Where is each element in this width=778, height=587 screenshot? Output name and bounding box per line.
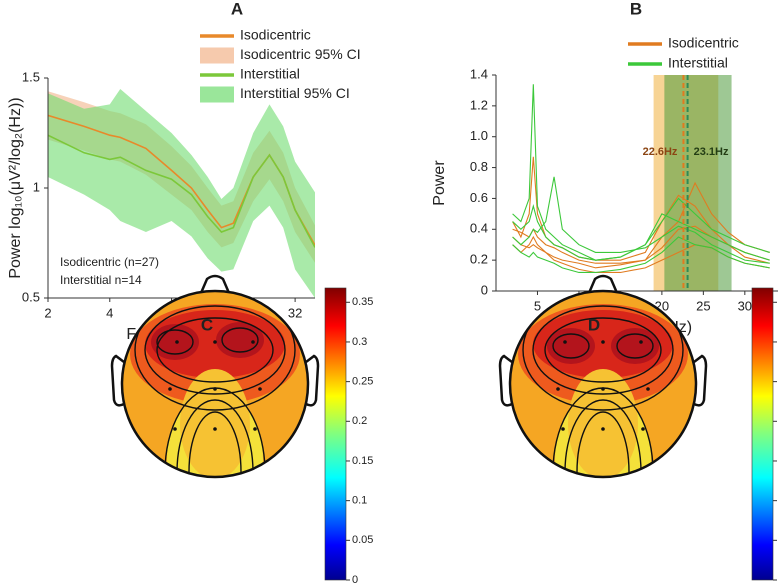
colorbar — [751, 287, 774, 581]
nose — [199, 274, 231, 294]
panel-label: D — [588, 315, 600, 334]
electrode — [213, 340, 217, 344]
legend-label: Isodicentric — [240, 27, 311, 43]
panel-label: B — [630, 0, 642, 18]
scalp — [122, 291, 308, 477]
y-tick-label: 0.5 — [22, 289, 40, 304]
plot-area — [48, 89, 315, 298]
peak-label: 22.6Hz — [643, 146, 678, 158]
electrode — [601, 387, 605, 391]
contour — [221, 327, 259, 353]
electrode — [563, 340, 567, 344]
y-tick-label: 1.2 — [470, 97, 488, 112]
legend-swatch — [200, 47, 234, 64]
electrode — [641, 427, 645, 431]
colorbar-tick-label: 0.15 — [352, 455, 373, 467]
x-tick-label: 30 — [738, 298, 752, 313]
annotation: Isodicentric (n=27) — [60, 255, 159, 269]
annotation: Interstitial n=14 — [60, 273, 142, 287]
x-tick-label: 2 — [44, 305, 51, 320]
contour — [552, 333, 590, 359]
ear — [305, 354, 320, 407]
y-tick-label: 0.4 — [470, 221, 488, 236]
field — [568, 369, 638, 477]
colorbar-tick-label: 0.05 — [352, 534, 373, 546]
contour — [156, 329, 194, 355]
mean-line — [48, 134, 315, 248]
legend-label: Isodicentric 95% CI — [240, 46, 361, 62]
contour — [532, 305, 674, 395]
electrode — [213, 427, 217, 431]
electrode — [213, 387, 217, 391]
legend-label: Isodicentric — [668, 35, 739, 51]
y-tick-label: 1.4 — [470, 66, 488, 81]
electrode — [601, 427, 605, 431]
ear — [498, 354, 513, 407]
band — [664, 75, 732, 291]
panel-label: C — [201, 315, 213, 334]
topomap — [110, 274, 320, 479]
head-outline — [120, 289, 310, 479]
colorbar — [324, 287, 347, 581]
y-tick-label: 0 — [481, 282, 488, 297]
colorbar-tick-label: 0.35 — [352, 296, 373, 308]
scalp — [510, 291, 696, 477]
electrode — [258, 387, 262, 391]
subject-line — [512, 197, 770, 261]
contour — [134, 291, 296, 411]
x-tick-label: 32 — [288, 305, 302, 320]
colorbar-tick-label: 0.25 — [352, 376, 373, 388]
y-tick-label: 1.0 — [470, 128, 488, 143]
ear — [693, 354, 708, 407]
legend-label: Interstitial — [668, 55, 728, 71]
contour — [156, 317, 274, 383]
ear — [110, 354, 125, 407]
electrode — [173, 427, 177, 431]
colorbar-tick-label: 0.1 — [352, 495, 367, 507]
electrode — [561, 427, 565, 431]
legend-label: Interstitial 95% CI — [240, 85, 350, 101]
plot-area — [512, 75, 770, 291]
x-tick-label: 25 — [696, 298, 710, 313]
y-tick-label: 1 — [33, 179, 40, 194]
legend-swatch — [200, 86, 234, 103]
contour — [522, 291, 684, 411]
nose — [587, 274, 619, 294]
y-axis-title: Power — [431, 160, 448, 206]
electrode — [556, 387, 560, 391]
contour — [544, 317, 662, 383]
contour — [616, 333, 654, 359]
x-tick-label: 4 — [106, 305, 113, 320]
subject-line — [512, 236, 770, 274]
x-tick-label: 5 — [534, 298, 541, 313]
subject-line — [512, 176, 770, 264]
electrode — [168, 387, 172, 391]
electrode — [175, 340, 179, 344]
electrode — [646, 387, 650, 391]
field — [180, 369, 250, 477]
electrode — [251, 340, 255, 344]
colorbar-tick-label: 0.2 — [352, 415, 367, 427]
topomap — [498, 274, 708, 479]
y-tick-label: 1.5 — [22, 69, 40, 84]
colorbar-tick-label: 0 — [352, 574, 358, 586]
colorbar-tick-label: 0.3 — [352, 336, 367, 348]
legend-label: Interstitial — [240, 66, 300, 82]
y-axis-title: Power log₁₀(μV²/log₂(Hz)) — [7, 97, 24, 278]
panel-label: A — [231, 0, 243, 18]
y-tick-label: 0.2 — [470, 252, 488, 267]
ci-area — [48, 89, 315, 298]
electrode — [253, 427, 257, 431]
y-tick-label: 0.8 — [470, 159, 488, 174]
peak-label: 23.1Hz — [694, 146, 729, 158]
electrode — [639, 340, 643, 344]
contour — [144, 305, 286, 395]
y-tick-label: 0.6 — [470, 190, 488, 205]
electrode — [601, 340, 605, 344]
head-outline — [508, 289, 698, 479]
